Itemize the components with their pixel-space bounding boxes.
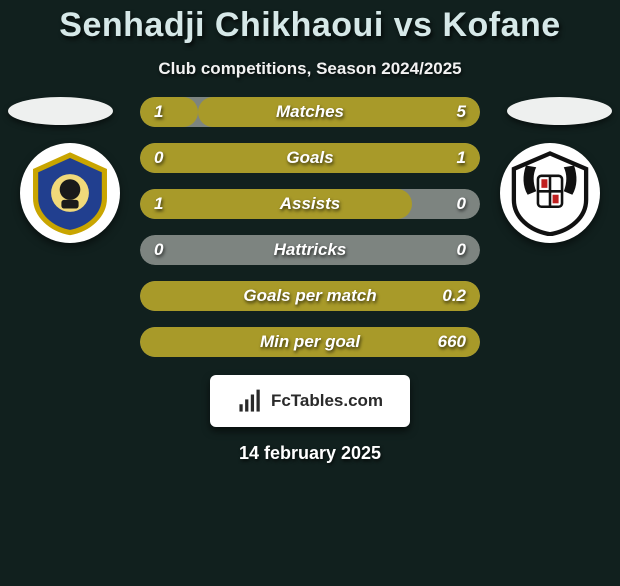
- bar-value-right: 1: [457, 143, 466, 173]
- bar-row: Min per goal660: [140, 327, 480, 357]
- bar-row: Assists1 0: [140, 189, 480, 219]
- club-badge-right: [500, 143, 600, 243]
- bar-row: Goals per match0.2: [140, 281, 480, 311]
- bar-row: Hattricks0 0: [140, 235, 480, 265]
- bar-label: Matches: [140, 97, 480, 127]
- bar-value-left: 1: [154, 189, 163, 219]
- page-subtitle: Club competitions, Season 2024/2025: [0, 59, 620, 79]
- bar-label: Min per goal: [140, 327, 480, 357]
- bar-row: Goals0 1: [140, 143, 480, 173]
- bar-value-right: 0.2: [442, 281, 466, 311]
- club-badge-left: [20, 143, 120, 243]
- date-text: 14 february 2025: [0, 443, 620, 464]
- footer-badge-text: FcTables.com: [271, 391, 383, 411]
- bar-value-left: 1: [154, 97, 163, 127]
- bar-value-left: 0: [154, 235, 163, 265]
- bar-value-left: 0: [154, 143, 163, 173]
- bar-value-right: 660: [438, 327, 466, 357]
- footer-badge: FcTables.com: [210, 375, 410, 427]
- player-ellipse-left: [8, 97, 113, 125]
- page-title: Senhadji Chikhaoui vs Kofane: [0, 6, 620, 45]
- comparison-area: Matches15Goals01Assists10Hattricks00Goal…: [0, 97, 620, 357]
- club-badge-right-svg: [507, 150, 593, 236]
- bar-label: Goals: [140, 143, 480, 173]
- bar-row: Matches1 5: [140, 97, 480, 127]
- bar-label: Hattricks: [140, 235, 480, 265]
- bar-value-right: 0: [457, 235, 466, 265]
- bar-label: Goals per match: [140, 281, 480, 311]
- bar-label: Assists: [140, 189, 480, 219]
- bar-value-right: 5: [457, 97, 466, 127]
- bar-chart-icon: [237, 388, 263, 414]
- club-badge-left-svg: [27, 150, 113, 236]
- bar-value-right: 0: [457, 189, 466, 219]
- player-ellipse-right: [507, 97, 612, 125]
- comparison-bars: Matches15Goals01Assists10Hattricks00Goal…: [140, 97, 480, 357]
